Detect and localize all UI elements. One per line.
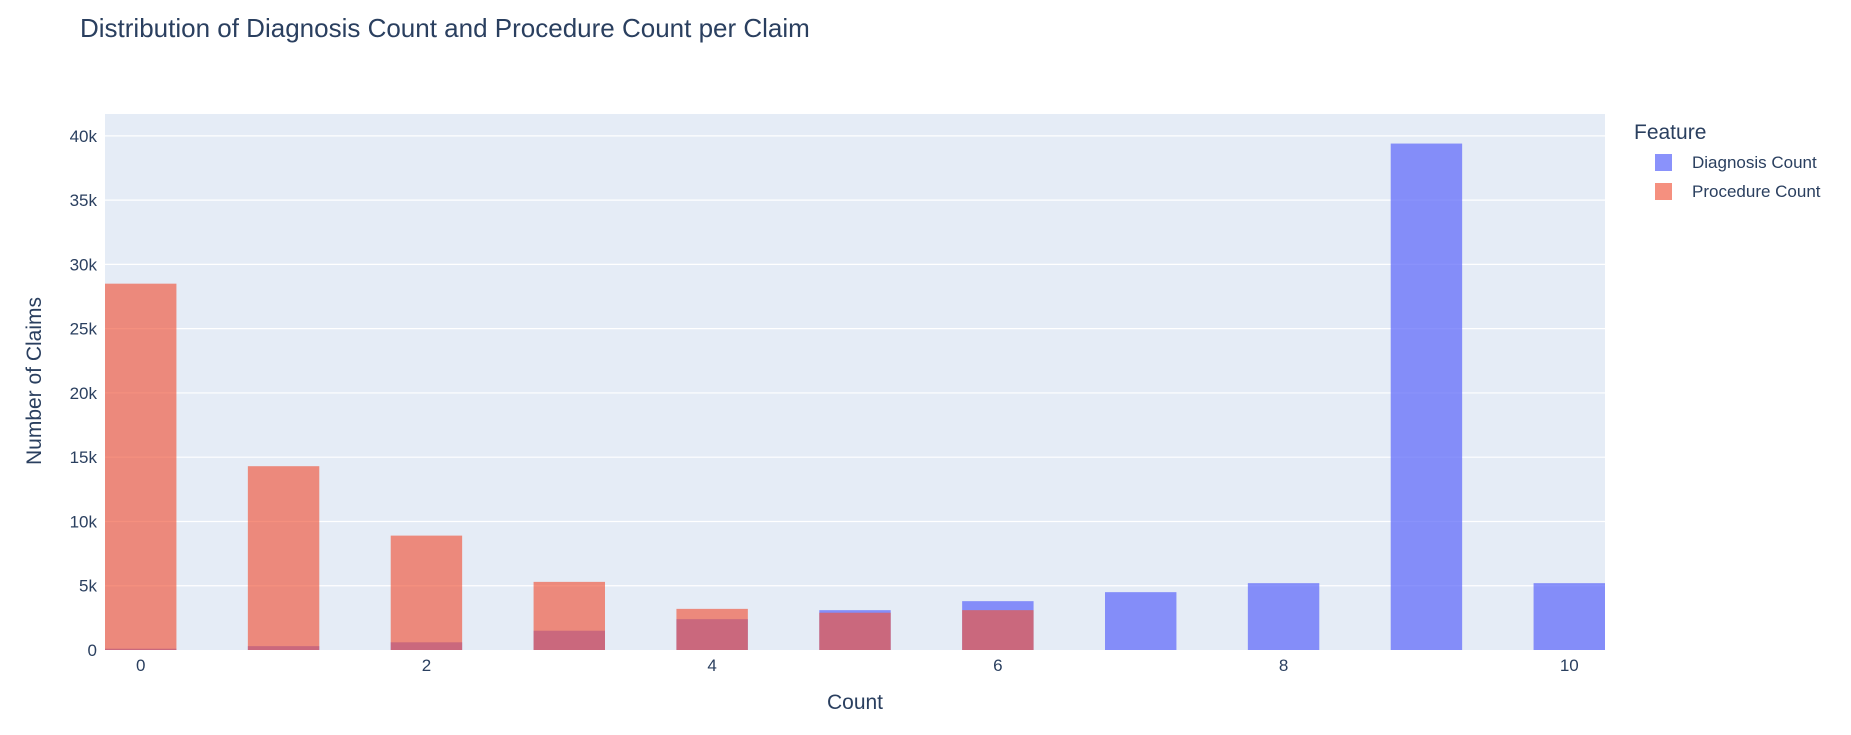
bar-procedure-count xyxy=(247,466,320,650)
bars xyxy=(105,143,1605,651)
legend-swatch xyxy=(1655,183,1672,200)
y-tick-label: 5k xyxy=(79,577,97,596)
y-tick-label: 15k xyxy=(70,448,98,467)
x-tick-label: 10 xyxy=(1560,656,1579,675)
bar-diagnosis-count xyxy=(1533,583,1605,650)
bar-procedure-count xyxy=(676,608,748,650)
y-axis-ticks: 0 5k 10k 15k 20k 25k 30k 35k 40k xyxy=(70,127,98,660)
legend-label: Procedure Count xyxy=(1692,182,1821,201)
legend-items: Diagnosis Count Procedure Count xyxy=(1655,153,1821,201)
bar-diagnosis-count xyxy=(1105,592,1177,650)
gridlines xyxy=(105,135,1605,587)
y-tick-label: 0 xyxy=(88,641,97,660)
y-axis-title: Number of Claims xyxy=(23,297,46,465)
y-tick-label: 25k xyxy=(70,320,98,339)
legend-title: Feature xyxy=(1634,121,1706,144)
bar-procedure-count xyxy=(962,610,1034,650)
chart-title: Distribution of Diagnosis Count and Proc… xyxy=(80,13,810,43)
x-tick-label: 8 xyxy=(1279,656,1288,675)
x-axis-title: Count xyxy=(827,691,883,714)
y-tick-label: 40k xyxy=(70,127,98,146)
legend-swatch xyxy=(1655,154,1672,171)
y-tick-label: 35k xyxy=(70,191,98,210)
y-tick-label: 20k xyxy=(70,384,98,403)
bar-procedure-count xyxy=(390,535,463,650)
bar-procedure-count xyxy=(533,581,605,650)
x-tick-label: 6 xyxy=(993,656,1002,675)
bar-procedure-count xyxy=(105,283,177,650)
x-tick-label: 0 xyxy=(136,656,145,675)
plot-area xyxy=(105,114,1605,650)
legend: Feature Diagnosis Count Procedure Count xyxy=(1634,121,1821,201)
x-tick-label: 4 xyxy=(707,656,716,675)
y-tick-label: 30k xyxy=(70,255,98,274)
x-axis-ticks: 0 2 4 6 8 10 xyxy=(136,656,1579,675)
x-tick-label: 2 xyxy=(422,656,431,675)
bar-diagnosis-count xyxy=(1390,143,1463,651)
y-tick-label: 10k xyxy=(70,512,98,531)
legend-label: Diagnosis Count xyxy=(1692,153,1817,172)
bar-diagnosis-count xyxy=(1247,583,1320,650)
bar-procedure-count xyxy=(819,612,891,650)
